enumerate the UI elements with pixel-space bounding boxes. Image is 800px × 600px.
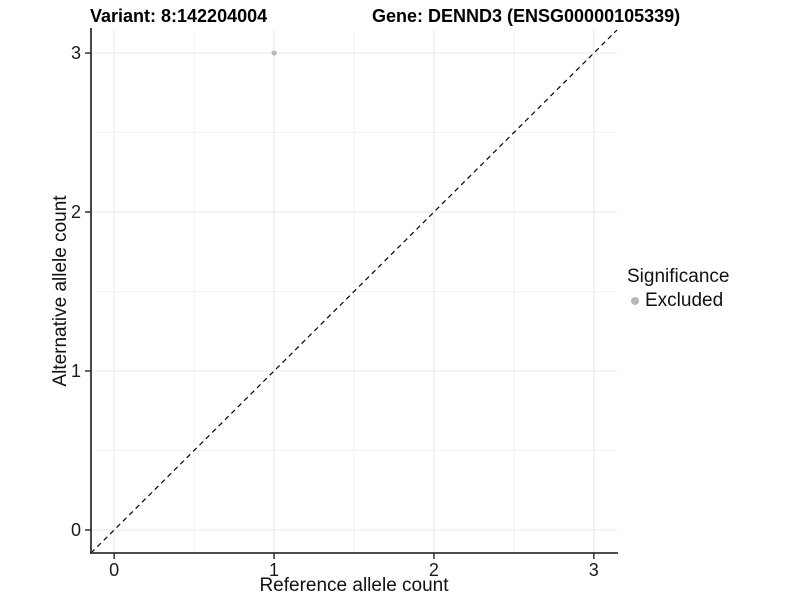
y-tick-label: 2 bbox=[71, 202, 81, 222]
x-tick-label: 1 bbox=[269, 560, 279, 580]
x-tick-label: 2 bbox=[429, 560, 439, 580]
x-tick-label: 0 bbox=[109, 560, 119, 580]
x-tick-label: 3 bbox=[589, 560, 599, 580]
data-point bbox=[271, 50, 277, 56]
legend-title: Significance bbox=[627, 266, 730, 287]
identity-reference-line bbox=[90, 29, 618, 554]
y-tick-label: 3 bbox=[71, 43, 81, 63]
legend: Significance Excluded bbox=[627, 266, 729, 312]
legend-item-label: Excluded bbox=[645, 290, 724, 311]
excluded-point-icon bbox=[631, 297, 639, 305]
x-axis-title: Reference allele count bbox=[259, 575, 449, 596]
y-axis-title: Alternative allele count bbox=[50, 195, 71, 387]
legend-item-excluded: Excluded bbox=[627, 290, 729, 312]
variant-title: Variant: 8:142204004 bbox=[90, 6, 268, 26]
y-tick-label: 0 bbox=[71, 520, 81, 540]
gene-title: Gene: DENND3 (ENSG00000105339) bbox=[372, 6, 681, 26]
y-tick-label: 1 bbox=[71, 361, 81, 381]
